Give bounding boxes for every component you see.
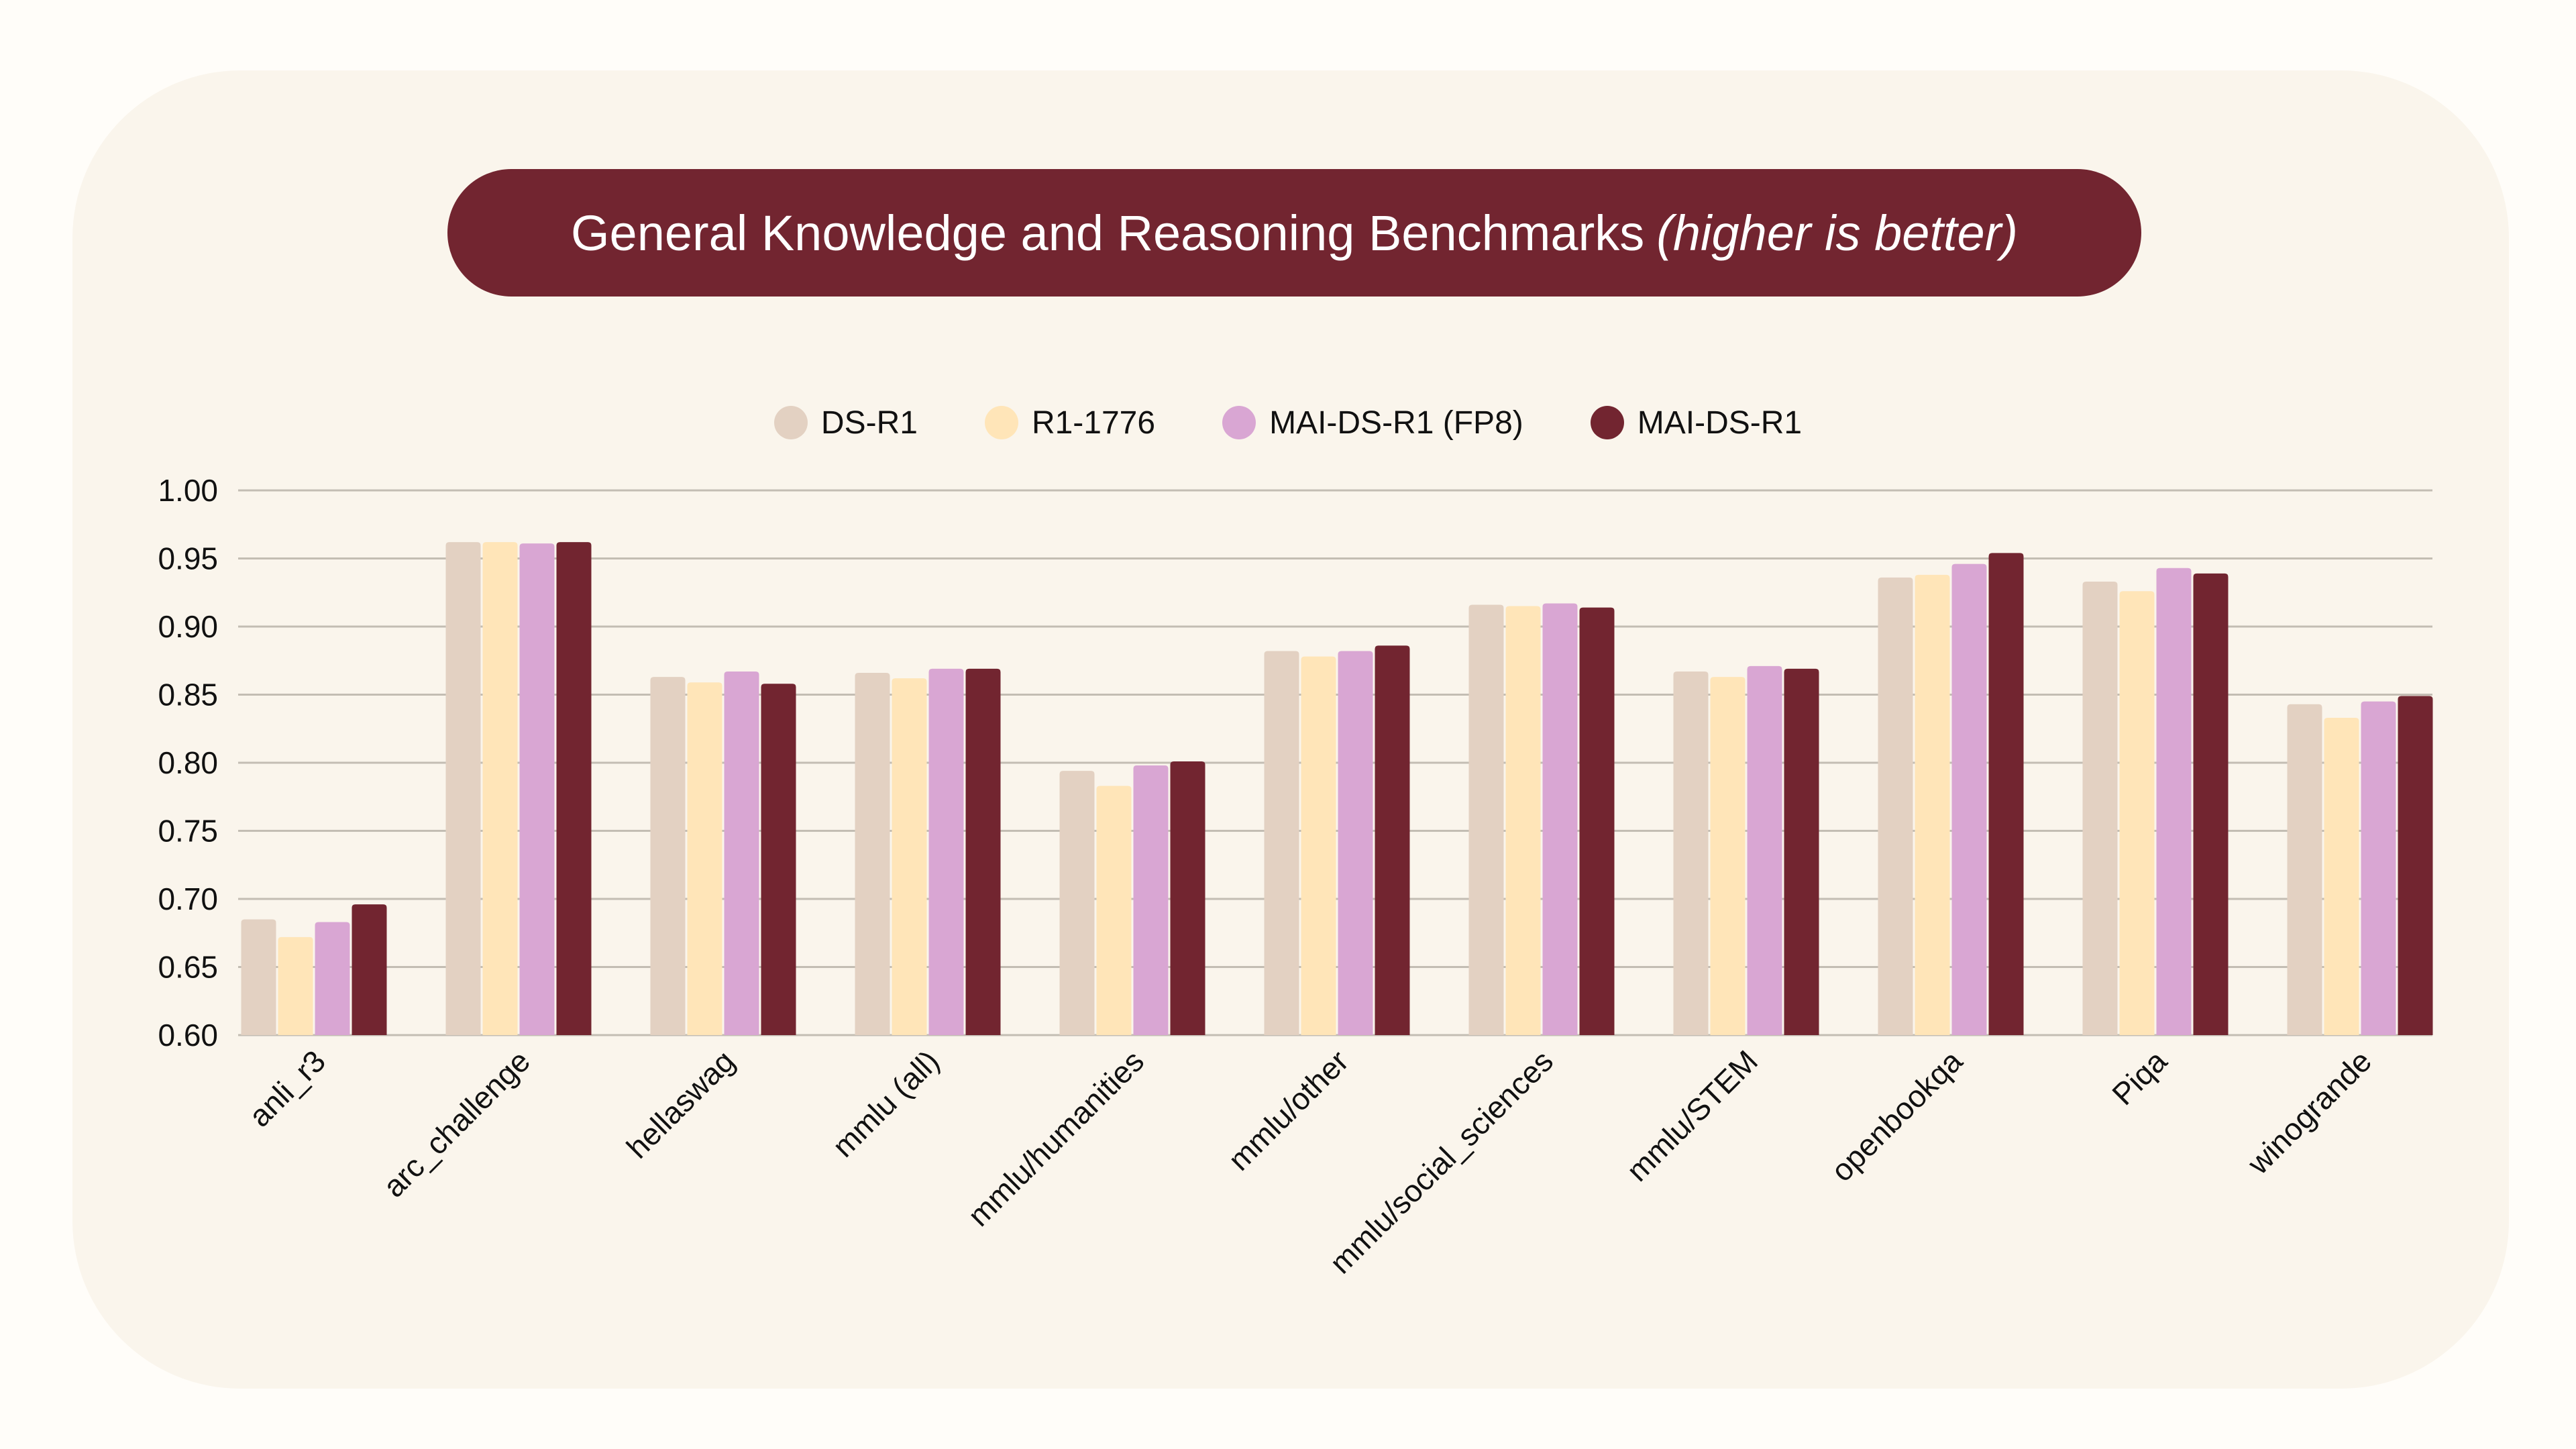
y-tick-label: 0.65 [158, 950, 218, 985]
y-tick-label: 0.95 [158, 541, 218, 576]
bar [482, 542, 518, 1035]
bar [1338, 651, 1373, 1035]
y-tick-label: 0.75 [158, 814, 218, 849]
bar [1988, 553, 2024, 1035]
bar [1301, 656, 1336, 1035]
bar [1915, 574, 1950, 1035]
y-tick-label: 1.00 [158, 473, 218, 508]
legend-item-r1-1776: R1-1776 [984, 405, 1156, 441]
bar [2361, 701, 2396, 1035]
bar [965, 668, 1001, 1035]
bar [1375, 645, 1410, 1035]
bar [445, 542, 481, 1035]
bar [1264, 651, 1299, 1035]
x-tick-label: mmlu/humanities [961, 1043, 1150, 1233]
x-tick-label: hellaswag [620, 1043, 741, 1165]
bar [556, 542, 592, 1035]
legend-item-mai-ds-r1-fp8: MAI-DS-R1 (FP8) [1222, 405, 1523, 441]
bar [2082, 582, 2118, 1035]
bar [2287, 704, 2322, 1035]
bar [1468, 604, 1504, 1035]
x-tick-label: arc_challenge [376, 1043, 537, 1203]
bar [1170, 761, 1205, 1035]
bar [1579, 607, 1615, 1035]
bar [278, 936, 313, 1035]
bar [2193, 573, 2229, 1035]
legend-label: R1-1776 [1031, 405, 1156, 441]
x-tick-label: anli_r3 [242, 1043, 332, 1133]
bar [855, 673, 890, 1035]
chart-title-text: General Knowledge and Reasoning Benchmar… [571, 205, 1645, 261]
legend-item-mai-ds-r1: MAI-DS-R1 [1590, 405, 1803, 441]
bar [1951, 564, 1987, 1035]
bar [519, 543, 555, 1035]
legend-label: MAI-DS-R1 [1637, 405, 1803, 441]
bar [2324, 718, 2359, 1035]
bar [1878, 577, 1913, 1035]
bar [2156, 568, 2192, 1035]
y-tick-label: 0.60 [158, 1018, 218, 1053]
bar [352, 904, 387, 1035]
y-tick-label: 0.85 [158, 678, 218, 712]
legend-swatch [1590, 406, 1624, 439]
x-tick-label: mmlu/other [1222, 1043, 1355, 1177]
bar [1784, 668, 1819, 1035]
bar [241, 919, 276, 1035]
x-tick-label: winogrande [2240, 1043, 2378, 1181]
legend: DS-R1 R1-1776 MAI-DS-R1 (FP8) MAI-DS-R1 [0, 399, 2576, 446]
legend-label: MAI-DS-R1 (FP8) [1269, 405, 1523, 441]
legend-swatch [984, 406, 1018, 439]
bar [2119, 591, 2155, 1035]
x-tick-label: mmlu/STEM [1619, 1043, 1764, 1188]
y-tick-label: 0.90 [158, 609, 218, 644]
chart-title-note: (higher is better) [1656, 205, 2018, 261]
bar [1133, 765, 1169, 1035]
bar [1505, 606, 1541, 1035]
bar [928, 668, 964, 1035]
bar [2398, 696, 2433, 1035]
x-tick-label: mmlu/social_sciences [1323, 1043, 1560, 1280]
bar [315, 922, 350, 1035]
y-tick-label: 0.80 [158, 745, 218, 780]
bar [1710, 677, 1746, 1035]
bar [892, 678, 927, 1035]
bar [687, 682, 722, 1035]
chart-title: General Knowledge and Reasoning Benchmar… [447, 169, 2141, 297]
bar [761, 684, 796, 1035]
legend-swatch [1222, 406, 1256, 439]
bar [1059, 771, 1095, 1035]
x-tick-label: Piqa [2105, 1043, 2174, 1112]
bar [1747, 665, 1782, 1035]
bar [1673, 671, 1709, 1035]
legend-label: DS-R1 [820, 405, 918, 441]
bar [1542, 603, 1578, 1035]
bar [650, 677, 686, 1035]
x-tick-label: mmlu (all) [826, 1043, 947, 1164]
legend-item-ds-r1: DS-R1 [773, 405, 918, 441]
bar [724, 671, 759, 1035]
x-tick-label: openbookqa [1824, 1043, 1969, 1188]
bar [1096, 786, 1132, 1035]
y-tick-label: 0.70 [158, 881, 218, 916]
legend-swatch [773, 406, 808, 439]
